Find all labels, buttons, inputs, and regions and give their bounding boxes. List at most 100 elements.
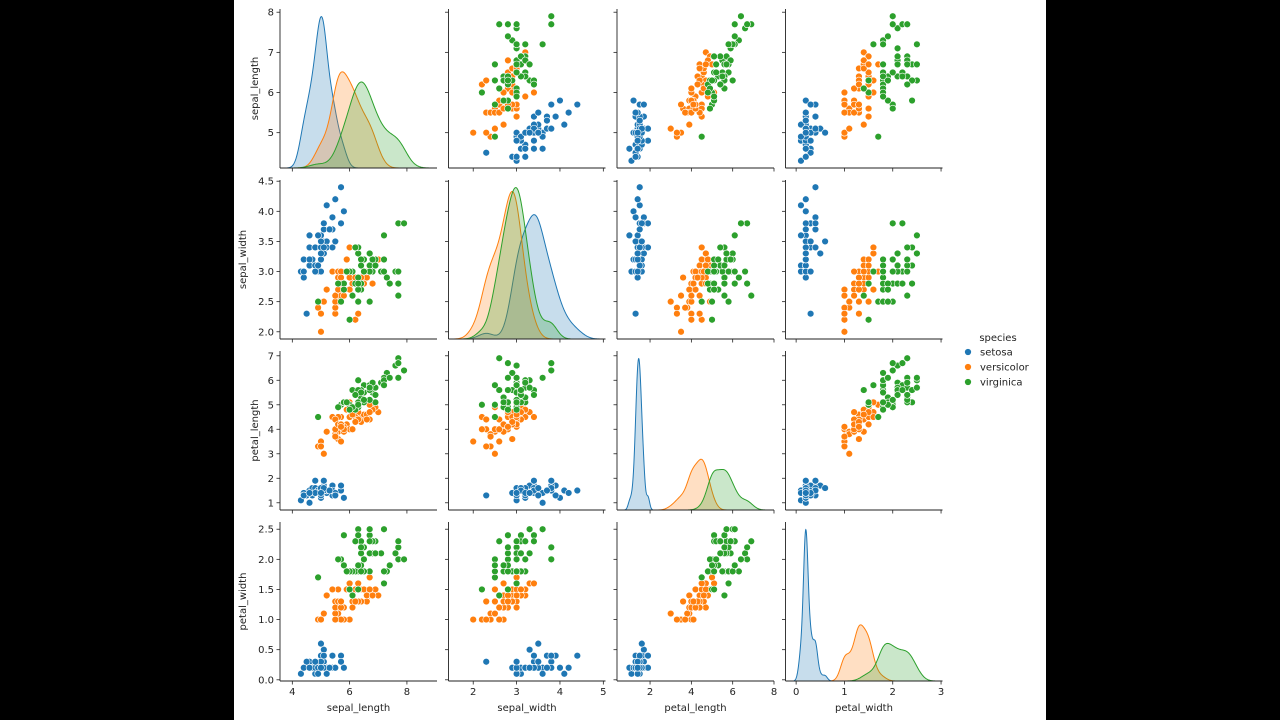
point-setosa	[337, 183, 345, 191]
point-virginica	[913, 231, 921, 240]
point-virginica	[731, 279, 739, 288]
point-versicolor	[482, 615, 490, 624]
point-virginica	[340, 531, 348, 539]
point-setosa	[305, 499, 314, 507]
panel-sepal_width-vs-sepal_width	[445, 180, 606, 343]
point-virginica	[716, 549, 724, 558]
point-setosa	[633, 249, 642, 258]
point-versicolor	[864, 52, 873, 61]
point-setosa	[547, 100, 555, 109]
point-versicolor	[681, 303, 689, 312]
point-virginica	[368, 255, 377, 264]
point-versicolor	[482, 415, 490, 424]
point-setosa	[638, 237, 646, 246]
point-virginica	[913, 60, 921, 69]
point-virginica	[737, 555, 745, 564]
kde-line-virginica	[293, 81, 430, 168]
point-virginica	[913, 374, 921, 382]
point-virginica	[869, 381, 878, 389]
point-virginica	[722, 60, 731, 69]
point-virginica	[879, 60, 887, 69]
point-virginica	[737, 12, 745, 20]
point-setosa	[811, 112, 820, 121]
point-setosa	[811, 124, 820, 133]
point-virginica	[708, 297, 716, 306]
point-virginica	[360, 555, 368, 564]
point-virginica	[354, 561, 362, 570]
point-versicolor	[689, 100, 698, 109]
point-virginica	[889, 219, 897, 228]
point-virginica	[495, 386, 503, 394]
y-tick-label: 1.5	[258, 585, 274, 596]
point-virginica	[538, 525, 547, 533]
point-virginica	[708, 76, 716, 85]
point-versicolor	[320, 609, 328, 618]
point-setosa	[340, 494, 348, 502]
point-virginica	[354, 401, 362, 409]
point-virginica	[334, 279, 342, 288]
panel-petal_length-vs-petal_length	[613, 351, 775, 514]
point-virginica	[521, 40, 529, 49]
point-virginica	[386, 561, 394, 570]
point-virginica	[903, 255, 911, 264]
point-setosa	[325, 486, 334, 495]
point-versicolor	[695, 310, 704, 318]
panel-plot-area	[797, 354, 921, 507]
point-setosa	[811, 243, 820, 252]
panel-sepal_length-vs-sepal_width	[445, 9, 606, 172]
point-setosa	[802, 225, 810, 234]
point-virginica	[504, 543, 512, 551]
point-virginica	[704, 267, 712, 276]
point-versicolor	[850, 408, 858, 416]
point-versicolor	[869, 243, 878, 252]
point-virginica	[731, 32, 739, 40]
y-tick-label: 6	[268, 88, 274, 99]
point-setosa	[556, 96, 564, 105]
point-versicolor	[840, 291, 849, 300]
point-virginica	[478, 585, 486, 594]
point-setosa	[323, 201, 331, 210]
point-setosa	[625, 145, 634, 153]
point-virginica	[741, 267, 749, 276]
point-versicolor	[667, 297, 675, 306]
point-virginica	[728, 76, 737, 85]
point-virginica	[380, 381, 388, 389]
point-versicolor	[840, 128, 849, 137]
point-setosa	[525, 128, 534, 137]
legend-item-versicolor: versicolor	[964, 363, 1030, 374]
point-versicolor	[530, 579, 538, 588]
point-setosa	[625, 231, 634, 240]
kde-fill-versicolor	[831, 624, 897, 681]
point-virginica	[504, 76, 512, 85]
point-setosa	[633, 145, 642, 153]
point-setosa	[551, 491, 560, 500]
point-setosa	[325, 664, 334, 672]
point-virginica	[724, 40, 733, 49]
point-versicolor	[491, 597, 499, 606]
point-virginica	[394, 279, 403, 288]
point-versicolor	[495, 425, 503, 433]
kde-line-setosa	[624, 357, 654, 510]
point-virginica	[504, 20, 512, 28]
point-virginica	[864, 76, 873, 85]
point-virginica	[386, 279, 394, 288]
panel-plot-area	[469, 12, 582, 165]
point-versicolor	[368, 279, 377, 288]
point-setosa	[530, 477, 538, 485]
panel-sepal_width-vs-petal_width	[782, 180, 943, 343]
point-setosa	[534, 484, 542, 492]
point-virginica	[517, 386, 525, 394]
point-setosa	[564, 489, 573, 497]
point-setosa	[547, 124, 555, 133]
point-virginica	[499, 398, 508, 407]
point-setosa	[636, 116, 644, 125]
x-tick-label: 1	[841, 687, 847, 698]
point-setosa	[328, 213, 337, 222]
panel-plot-area	[287, 16, 430, 168]
point-virginica	[874, 132, 882, 141]
panel-plot-area	[793, 528, 936, 681]
point-versicolor	[850, 291, 858, 300]
point-virginica	[394, 291, 403, 300]
point-versicolor	[337, 597, 345, 606]
panel-petal_width-vs-petal_length: 2 4 6 8	[613, 522, 777, 698]
